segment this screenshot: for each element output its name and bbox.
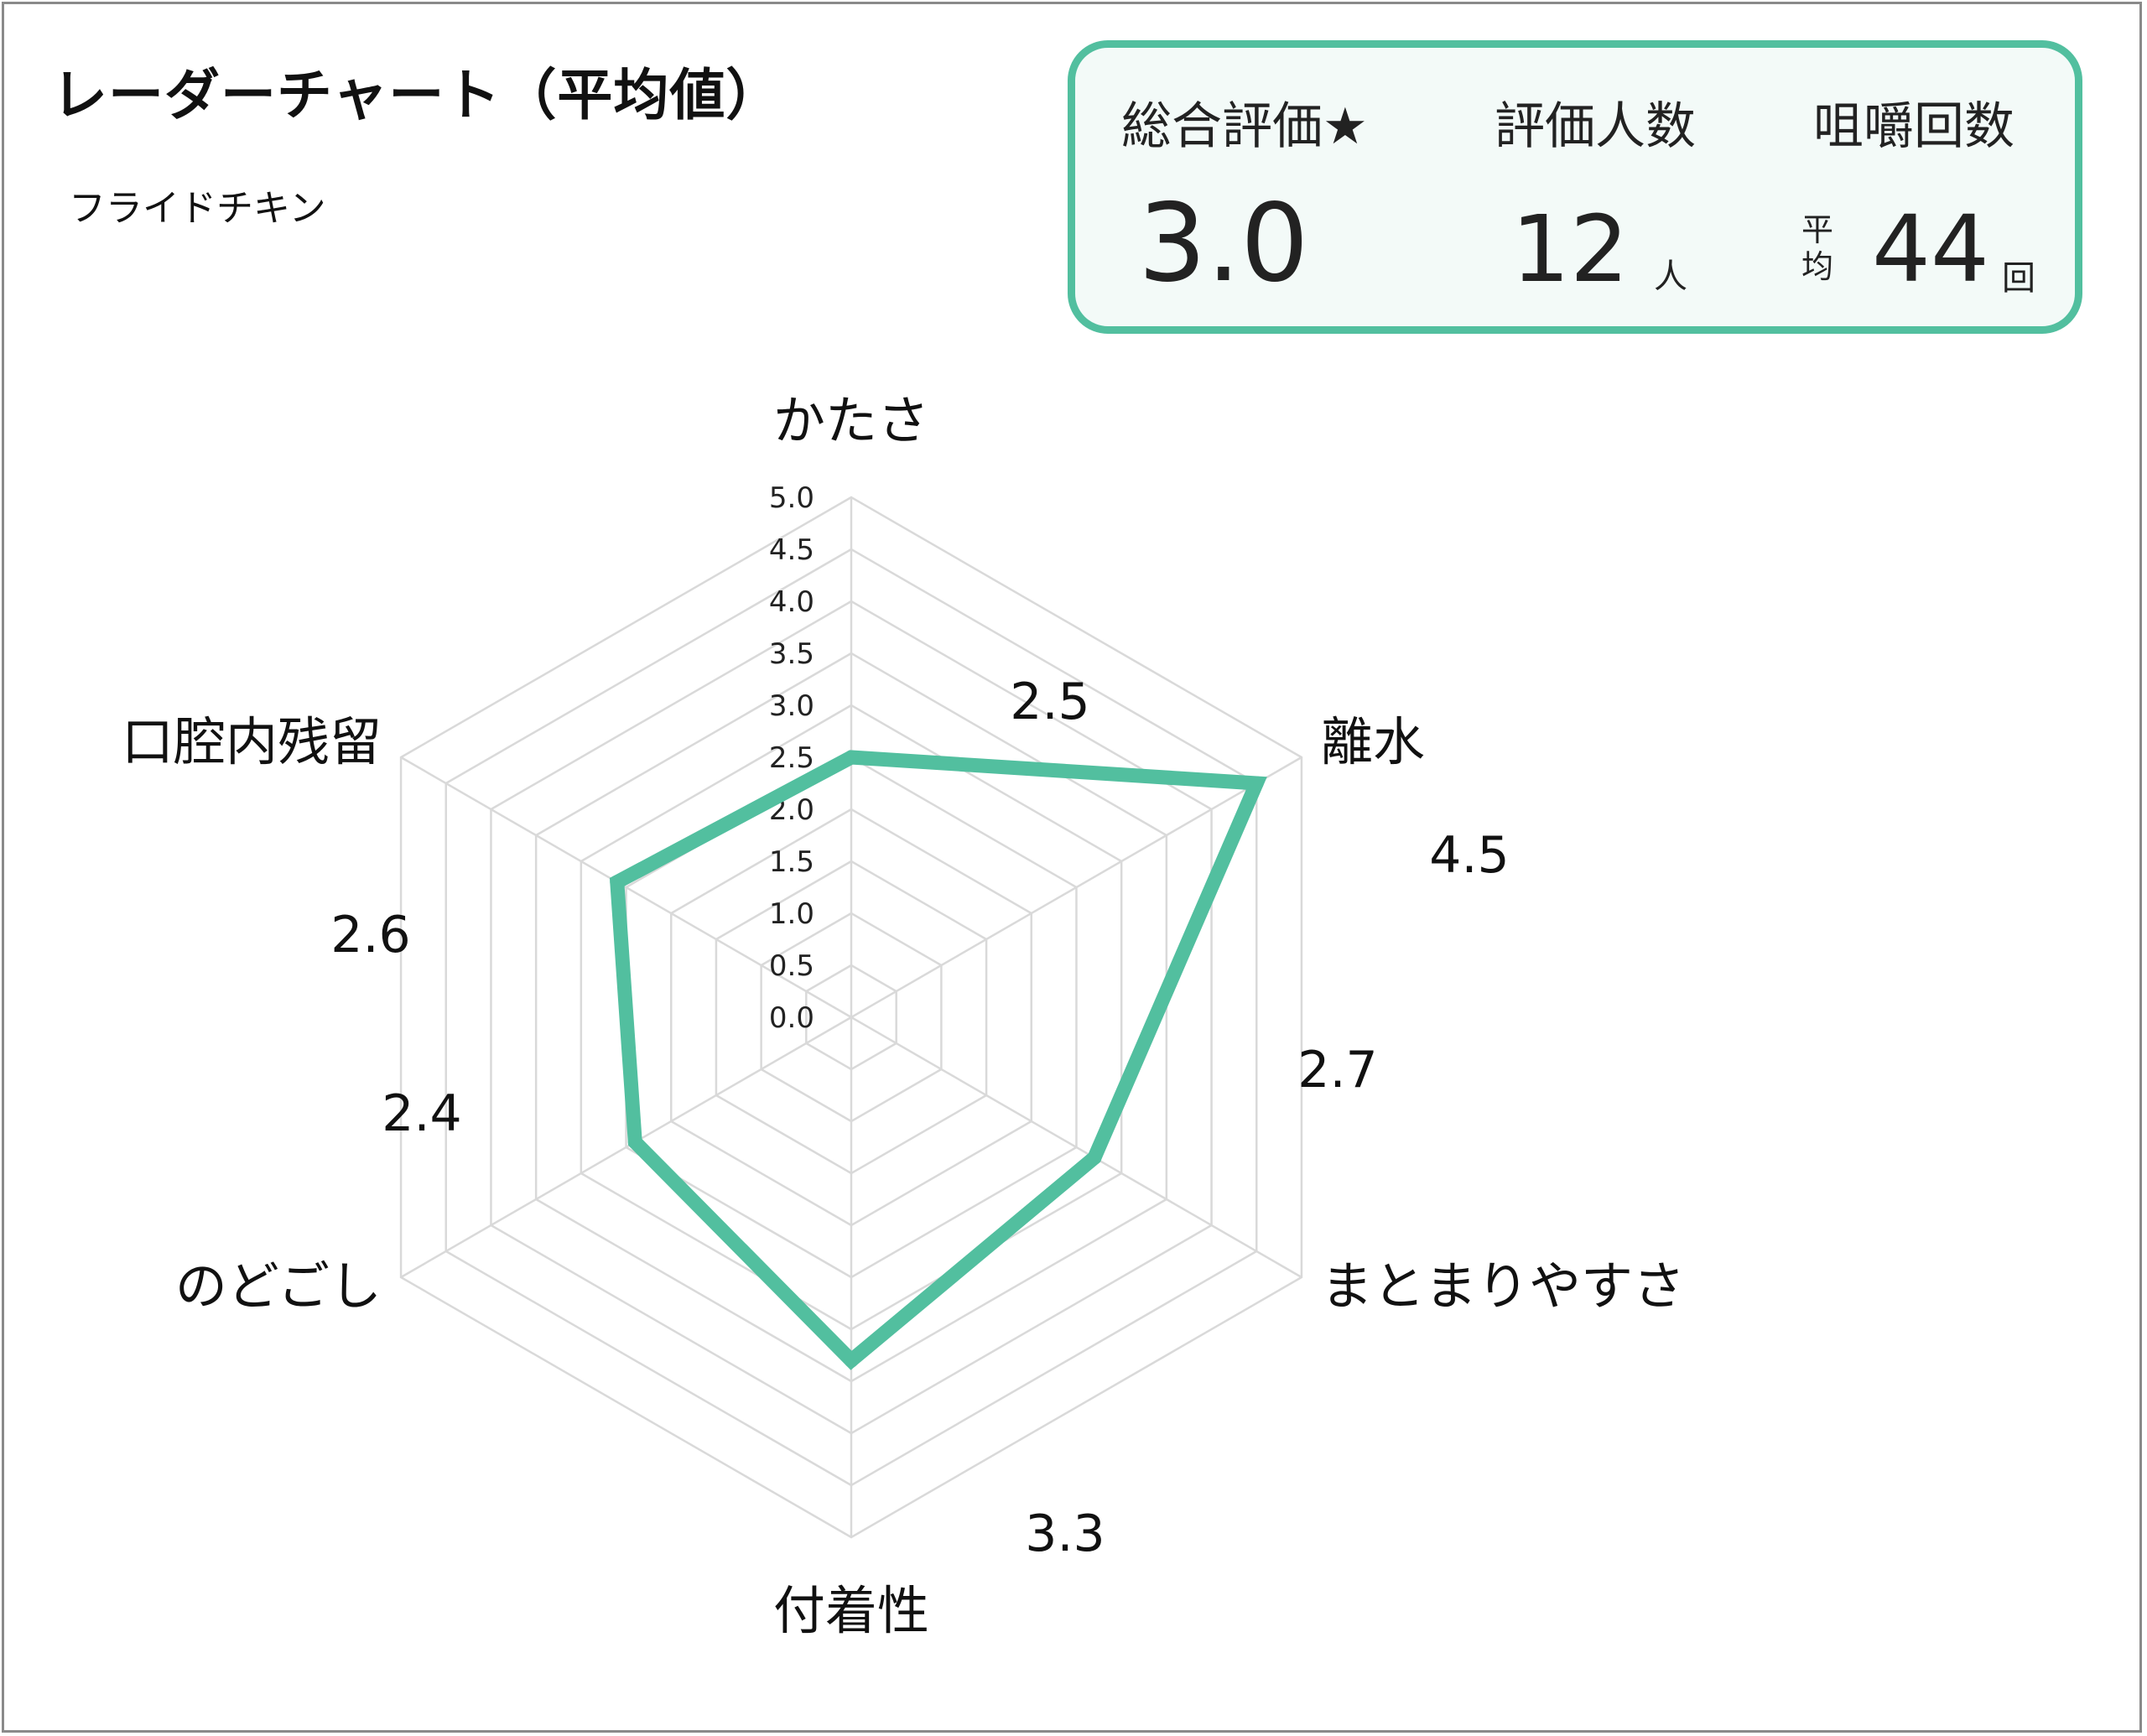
data-point xyxy=(844,750,859,765)
grid-spoke xyxy=(400,1016,852,1279)
data-label: 4.5 xyxy=(1429,826,1509,885)
grid-spoke xyxy=(850,1016,1302,1279)
axis-label: かたさ xyxy=(773,390,929,451)
overall-rating-label: 総合評価★ xyxy=(1121,97,1368,156)
chart-subtitle: フライドチキン xyxy=(69,187,326,230)
data-label: 2.5 xyxy=(1010,673,1089,731)
tick-label: 0.0 xyxy=(769,1001,814,1035)
grid-spoke xyxy=(850,756,1302,1019)
data-point xyxy=(844,1353,859,1368)
data-label: 3.3 xyxy=(1025,1505,1105,1563)
tick-label: 3.0 xyxy=(769,689,814,723)
evaluator-count-label: 評価人数 xyxy=(1495,97,1696,156)
overall-rating-value: 3.0 xyxy=(1138,181,1309,306)
grid-spoke xyxy=(400,756,852,1019)
tick-label: 4.0 xyxy=(769,585,814,619)
axis-label: 口腔内残留 xyxy=(122,711,382,772)
chew-count-unit: 回 xyxy=(2002,259,2035,298)
tick-label: 1.0 xyxy=(769,897,814,931)
data-label: 2.4 xyxy=(382,1084,461,1143)
data-point xyxy=(610,875,625,890)
data-point xyxy=(1249,776,1264,791)
summary-panel: 総合評価★ 評価人数 咀嚼回数 3.0 12 人 平均 44 回 xyxy=(1068,40,2082,334)
tick-label: 0.5 xyxy=(769,949,814,983)
data-point xyxy=(627,1135,642,1150)
tick-label: 4.5 xyxy=(769,533,814,567)
data-point xyxy=(1087,1150,1102,1165)
data-series-line xyxy=(609,750,1267,1370)
data-label: 2.7 xyxy=(1297,1041,1377,1099)
tick-label: 3.5 xyxy=(769,637,814,671)
evaluator-count-unit: 人 xyxy=(1654,257,1687,296)
chew-count-label: 咀嚼回数 xyxy=(1813,97,2014,156)
chew-count-value: 44 xyxy=(1872,195,1989,303)
tick-label: 1.5 xyxy=(769,845,814,879)
tick-label: 2.5 xyxy=(769,741,814,775)
axis-label: のどごし xyxy=(175,1255,382,1317)
axis-label: 離水 xyxy=(1321,711,1425,772)
axis-label: まとまりやすさ xyxy=(1321,1255,1685,1317)
data-label: 2.6 xyxy=(330,906,410,964)
evaluator-count-value: 12 xyxy=(1511,195,1629,303)
axis-label: 付着性 xyxy=(773,1580,929,1641)
tick-label: 5.0 xyxy=(769,481,814,515)
chart-title: レーダーチャート（平均値） xyxy=(52,63,782,127)
chew-average-prefix: 平均 xyxy=(1801,211,1833,285)
